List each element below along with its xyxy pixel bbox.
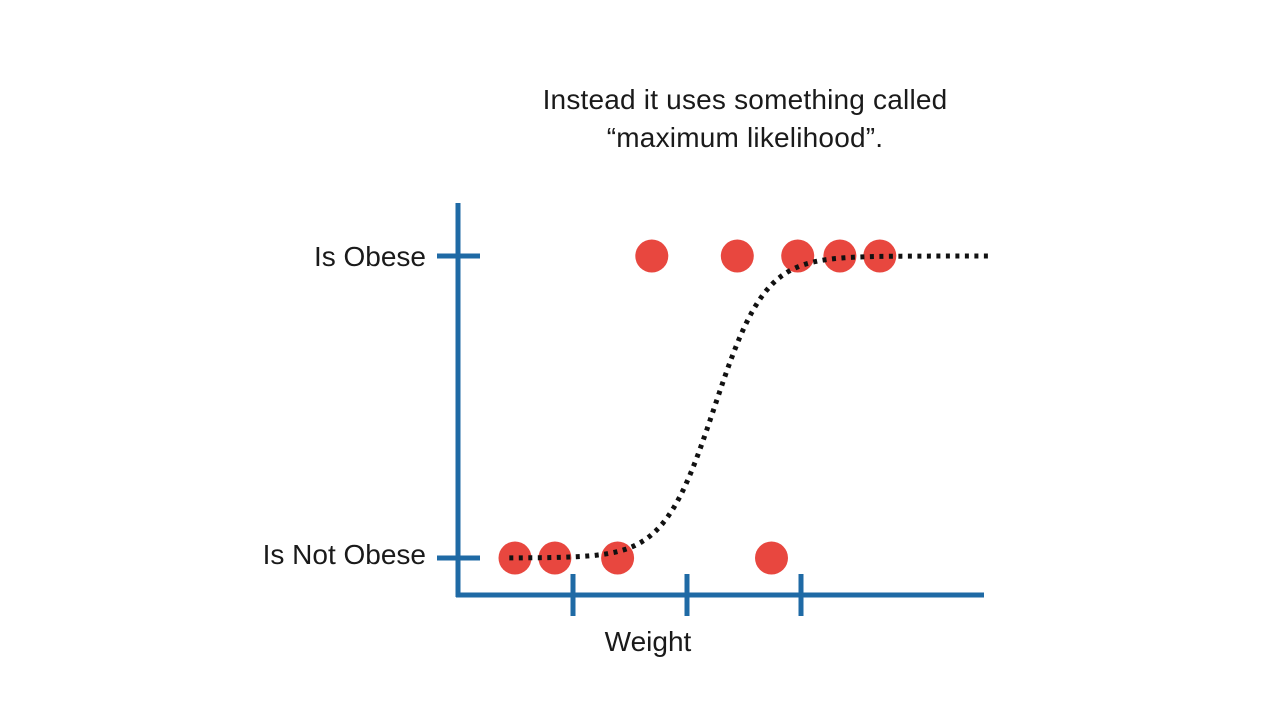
- data-point-1: [498, 541, 532, 575]
- caption-line-1: Instead it uses something called: [542, 84, 948, 115]
- y-label-is-not-obese: Is Not Obese: [263, 539, 426, 570]
- data-point-8: [823, 239, 857, 273]
- x-ticks: [570, 574, 804, 616]
- caption-line-2: “maximum likelihood”.: [606, 122, 884, 153]
- data-points: [498, 239, 897, 575]
- data-point-5: [635, 239, 669, 273]
- x-axis-label: Weight: [605, 626, 692, 657]
- data-point-4: [755, 541, 788, 575]
- data-point-2: [538, 541, 572, 575]
- data-point-6: [720, 239, 754, 273]
- logistic-curve: [509, 253, 989, 561]
- y-label-is-obese: Is Obese: [314, 241, 426, 272]
- chart-axes: [437, 203, 984, 598]
- data-point-3: [601, 541, 635, 575]
